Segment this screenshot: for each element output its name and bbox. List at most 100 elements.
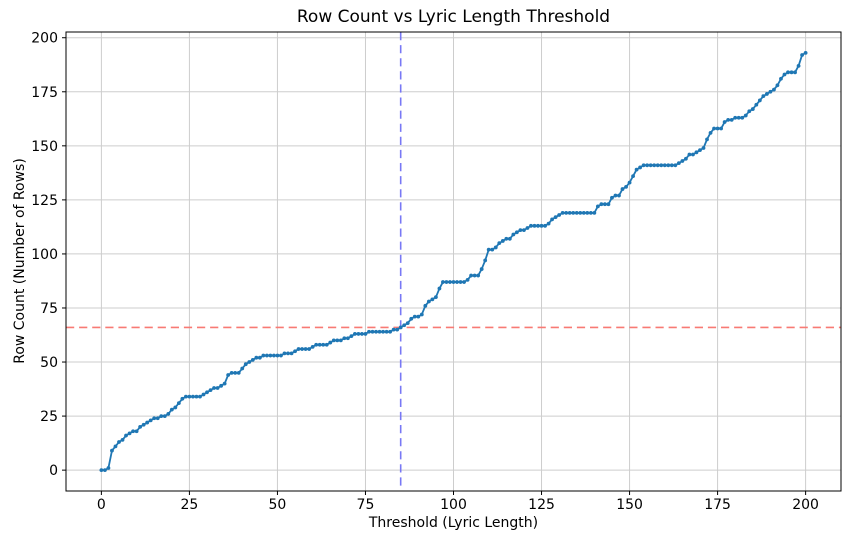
data-point-marker	[518, 228, 523, 233]
data-point-marker	[331, 338, 336, 343]
data-point-marker	[117, 440, 121, 444]
data-point-marker	[183, 394, 188, 399]
data-point-marker	[476, 273, 481, 278]
data-point-marker	[356, 332, 361, 336]
data-point-marker	[173, 405, 178, 410]
data-point-marker	[617, 193, 621, 198]
data-point-marker	[282, 351, 287, 356]
data-point-marker	[444, 280, 449, 284]
data-point-marker	[377, 329, 382, 334]
data-point-marker	[662, 163, 667, 168]
data-point-marker	[772, 87, 776, 92]
data-point-marker	[338, 338, 343, 343]
data-point-marker	[761, 94, 766, 98]
y-tick-label: 125	[31, 193, 58, 209]
data-point-marker	[441, 280, 445, 284]
data-point-marker	[733, 115, 738, 120]
data-point-marker	[335, 338, 340, 343]
data-point-marker	[317, 342, 322, 347]
data-point-marker	[229, 370, 234, 375]
data-point-marker	[779, 76, 783, 81]
data-point-marker	[286, 351, 290, 356]
data-point-marker	[525, 226, 530, 230]
data-point-marker	[124, 433, 128, 438]
data-point-marker	[391, 327, 396, 332]
data-point-marker	[631, 174, 635, 179]
data-point-marker	[345, 336, 350, 341]
data-point-marker	[148, 418, 153, 423]
data-point-marker	[268, 353, 273, 358]
data-point-marker	[722, 120, 727, 124]
data-point-marker	[708, 130, 713, 135]
data-point-marker	[310, 345, 315, 349]
x-tick-label: 175	[704, 497, 731, 513]
data-point-marker	[307, 347, 312, 351]
data-point-marker	[793, 70, 797, 75]
data-point-marker	[198, 394, 202, 399]
y-tick-label: 200	[31, 31, 58, 47]
data-point-marker	[747, 109, 752, 114]
data-point-marker	[103, 468, 107, 473]
data-point-marker	[715, 126, 720, 131]
data-point-marker	[581, 210, 586, 215]
data-point-marker	[606, 202, 611, 207]
data-point-marker	[219, 383, 224, 388]
data-point-marker	[402, 323, 407, 328]
data-point-marker	[564, 210, 569, 215]
data-point-marker	[571, 210, 576, 215]
data-point-marker	[634, 167, 639, 172]
data-point-marker	[141, 422, 146, 427]
data-point-marker	[486, 247, 491, 252]
data-point-marker	[603, 202, 607, 207]
data-point-marker	[367, 329, 371, 334]
data-point-marker	[300, 347, 304, 351]
x-tick-label: 100	[440, 497, 467, 513]
data-point-marker	[585, 210, 590, 215]
data-point-marker	[99, 468, 104, 473]
data-point-marker	[272, 353, 276, 358]
data-point-marker	[694, 150, 699, 155]
data-point-marker	[800, 53, 804, 57]
data-point-marker	[254, 355, 259, 360]
data-point-marker	[698, 148, 702, 153]
data-point-marker	[455, 280, 459, 284]
data-point-marker	[465, 277, 470, 282]
data-point-marker	[416, 314, 421, 319]
data-point-marker	[655, 163, 660, 168]
data-point-marker	[599, 202, 604, 207]
data-point-marker	[669, 163, 674, 168]
data-point-marker	[243, 362, 248, 367]
data-point-marker	[257, 355, 262, 360]
x-tick-label: 200	[792, 497, 819, 513]
data-point-marker	[511, 232, 516, 237]
data-point-marker	[648, 163, 653, 168]
data-point-marker	[169, 407, 174, 412]
data-point-marker	[448, 280, 452, 284]
data-point-marker	[588, 210, 593, 215]
data-point-marker	[131, 429, 135, 434]
data-point-marker	[796, 63, 801, 68]
data-point-marker	[314, 342, 319, 347]
data-point-marker	[754, 102, 759, 107]
y-tick-label: 150	[31, 139, 58, 155]
data-point-marker	[462, 280, 466, 284]
data-point-marker	[145, 420, 150, 425]
data-point-marker	[458, 280, 463, 284]
data-point-marker	[236, 370, 241, 375]
data-point-marker	[514, 230, 519, 235]
data-point-marker	[279, 353, 283, 358]
data-point-marker	[726, 117, 731, 122]
y-tick-label: 175	[31, 85, 58, 101]
data-point-marker	[138, 425, 143, 429]
data-point-marker	[786, 70, 790, 75]
y-tick-label: 75	[40, 301, 58, 317]
data-point-marker	[659, 163, 664, 168]
data-point-marker	[409, 316, 414, 321]
data-point-marker	[652, 163, 657, 168]
data-point-marker	[240, 366, 245, 371]
data-point-marker	[532, 223, 537, 228]
data-point-marker	[557, 213, 562, 217]
data-point-marker	[194, 394, 199, 399]
data-point-marker	[293, 349, 297, 354]
